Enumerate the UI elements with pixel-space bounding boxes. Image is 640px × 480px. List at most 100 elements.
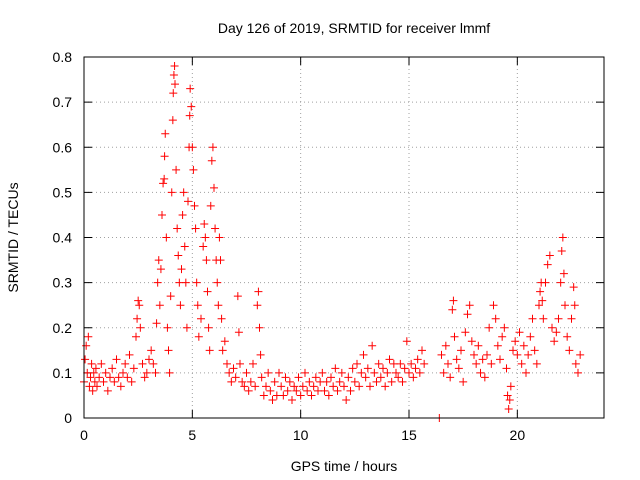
- data-point: [324, 391, 333, 400]
- data-point: [415, 368, 424, 377]
- data-point: [268, 395, 277, 404]
- data-point: [368, 341, 377, 350]
- data-point: [133, 314, 142, 323]
- data-point: [275, 368, 283, 377]
- data-point: [270, 377, 279, 386]
- data-point: [242, 368, 251, 377]
- data-point: [496, 355, 504, 364]
- data-point: [311, 373, 320, 382]
- data-point: [538, 296, 547, 305]
- data-point: [535, 301, 543, 310]
- data-point: [89, 368, 98, 377]
- data-point: [340, 382, 348, 391]
- data-point: [550, 337, 559, 346]
- data-point: [140, 373, 149, 382]
- y-axis-label: SRMTID / TECUs: [5, 182, 21, 292]
- data-point: [467, 337, 476, 346]
- data-point: [329, 382, 338, 391]
- data-point: [279, 391, 288, 400]
- data-point: [121, 359, 130, 368]
- data-point: [480, 373, 489, 382]
- data-point: [213, 278, 222, 287]
- data-point: [574, 368, 582, 377]
- data-point: [446, 373, 455, 382]
- data-point: [216, 256, 225, 265]
- data-point: [359, 350, 368, 359]
- data-point: [264, 368, 273, 377]
- data-point: [461, 328, 470, 337]
- x-tick-label: 5: [188, 427, 196, 443]
- data-point: [407, 359, 416, 368]
- data-point: [394, 373, 403, 382]
- data-point: [167, 188, 176, 197]
- y-tick-label: 0.7: [53, 94, 73, 110]
- data-point: [215, 233, 224, 242]
- data-point: [180, 242, 189, 251]
- data-points: [80, 62, 585, 422]
- data-point: [90, 377, 99, 386]
- data-point: [88, 386, 97, 395]
- data-point: [218, 346, 227, 355]
- data-point: [503, 391, 512, 400]
- data-point: [342, 395, 351, 404]
- data-point: [246, 377, 255, 386]
- data-point: [162, 233, 171, 242]
- data-point: [333, 386, 342, 395]
- data-point: [152, 319, 161, 328]
- data-point: [192, 278, 201, 287]
- data-point: [298, 382, 307, 391]
- data-point: [355, 382, 364, 391]
- data-point: [444, 359, 452, 368]
- data-point: [244, 386, 253, 395]
- data-point: [322, 377, 331, 386]
- data-point: [346, 386, 355, 395]
- data-point: [125, 350, 134, 359]
- data-point: [185, 111, 194, 120]
- x-tick-label: 0: [80, 427, 88, 443]
- data-point: [160, 174, 169, 183]
- data-point: [233, 292, 242, 301]
- data-point: [155, 301, 164, 310]
- data-point: [201, 233, 210, 242]
- data-point: [138, 359, 147, 368]
- data-point: [379, 364, 387, 373]
- data-point: [457, 346, 465, 355]
- data-point: [154, 256, 163, 265]
- data-point: [556, 278, 565, 287]
- data-point: [402, 337, 411, 346]
- data-point: [187, 102, 196, 111]
- data-point: [487, 359, 496, 368]
- data-point: [93, 382, 101, 391]
- data-point: [528, 314, 537, 323]
- data-point: [459, 377, 468, 386]
- data-point: [372, 377, 381, 386]
- x-tick-label: 15: [401, 427, 417, 443]
- y-tick-label: 0.4: [53, 230, 73, 246]
- y-tick-label: 0.3: [53, 275, 73, 291]
- data-point: [206, 201, 215, 210]
- data-point: [136, 323, 145, 332]
- data-point: [363, 364, 372, 373]
- data-point: [570, 301, 579, 310]
- data-point: [474, 341, 483, 350]
- data-point: [191, 224, 200, 233]
- data-point: [337, 368, 346, 377]
- data-point: [576, 350, 585, 359]
- data-point: [178, 210, 187, 219]
- data-point: [208, 143, 217, 152]
- data-point: [558, 233, 567, 242]
- data-point: [277, 382, 286, 391]
- data-point: [288, 395, 296, 404]
- tick-labels: 0 0.1 0.2 0.3 0.4 0.5 0.6 0.7 0.8 0 5 10 15 20: [53, 49, 526, 443]
- data-point: [97, 359, 106, 368]
- data-point: [491, 314, 500, 323]
- data-point: [149, 359, 158, 368]
- data-point: [171, 80, 179, 89]
- data-point: [418, 346, 426, 355]
- data-point: [101, 368, 110, 377]
- data-point: [571, 359, 580, 368]
- data-point: [522, 368, 530, 377]
- data-point: [294, 373, 303, 382]
- data-point: [539, 314, 548, 323]
- data-point: [127, 377, 136, 386]
